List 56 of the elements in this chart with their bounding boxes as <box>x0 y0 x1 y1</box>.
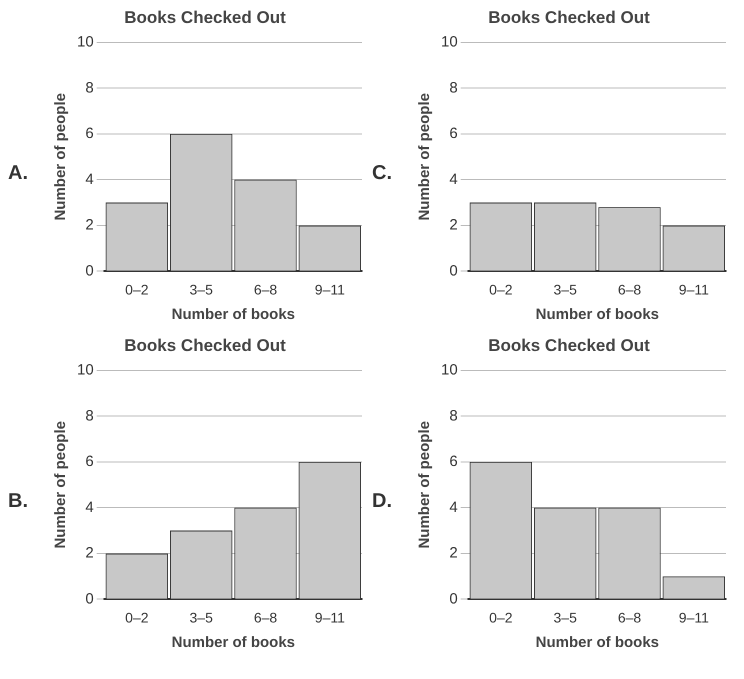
y-tick-label: 8 <box>449 79 458 96</box>
y-tick-label: 8 <box>85 407 94 424</box>
x-tick-label: 3–5 <box>554 609 578 626</box>
y-tick-label: 0 <box>85 590 94 608</box>
x-tick-label: 6–8 <box>618 609 642 626</box>
x-tick-label: 3–5 <box>190 609 214 626</box>
y-tick-label: 6 <box>449 125 458 142</box>
y-tick-label: 2 <box>85 216 94 234</box>
y-tick-label: 4 <box>449 170 458 188</box>
x-tick-label: 0–2 <box>489 281 513 298</box>
y-tick-label: 0 <box>449 590 458 608</box>
chart-title: Books Checked Out <box>124 8 286 27</box>
y-tick-label: 0 <box>449 262 458 280</box>
y-axis-title: Number of people <box>416 421 434 549</box>
x-axis-title: Number of books <box>536 634 660 652</box>
x-tick-label: 0–2 <box>489 609 513 626</box>
y-tick-label: 2 <box>85 544 94 562</box>
y-axis-title: Number of people <box>52 421 70 549</box>
y-tick-label: 0 <box>85 262 94 280</box>
y-tick-label: 10 <box>440 362 458 379</box>
x-tick-label: 6–8 <box>254 281 278 298</box>
y-tick-label: 6 <box>85 125 94 142</box>
x-tick-label: 0–2 <box>125 281 149 298</box>
text: C. <box>372 162 392 184</box>
y-tick-label: 8 <box>449 407 458 424</box>
y-tick-label: 8 <box>85 79 94 96</box>
y-tick-label: 4 <box>449 498 458 516</box>
x-axis-title: Number of books <box>172 634 296 652</box>
x-tick-label: 9–11 <box>314 281 346 298</box>
text: A. <box>8 162 28 184</box>
y-tick-label: 10 <box>440 34 458 51</box>
y-tick-label: 2 <box>449 544 458 562</box>
y-tick-label: 4 <box>85 498 94 516</box>
y-axis-title: Number of people <box>416 93 434 221</box>
chart-title: Books Checked Out <box>488 336 650 355</box>
y-tick-label: 4 <box>85 170 94 188</box>
chart-title: Books Checked Out <box>124 336 286 355</box>
x-axis-title: Number of books <box>172 306 296 324</box>
x-tick-label: 3–5 <box>190 281 214 298</box>
y-tick-label: 2 <box>449 216 458 234</box>
y-tick-label: 10 <box>76 362 94 379</box>
text: D. <box>372 490 392 512</box>
y-axis-title: Number of people <box>52 93 70 221</box>
x-tick-label: 3–5 <box>554 281 578 298</box>
y-tick-label: 6 <box>449 453 458 470</box>
x-tick-label: 0–2 <box>125 609 149 626</box>
x-tick-label: 9–11 <box>678 281 710 298</box>
y-tick-label: 10 <box>76 34 94 51</box>
text: B. <box>8 490 28 512</box>
chart-title: Books Checked Out <box>488 8 650 27</box>
x-tick-label: 6–8 <box>254 609 278 626</box>
x-tick-label: 6–8 <box>618 281 642 298</box>
x-axis-title: Number of books <box>536 306 660 324</box>
x-tick-label: 9–11 <box>314 609 346 626</box>
y-tick-label: 6 <box>85 453 94 470</box>
x-tick-label: 9–11 <box>678 609 710 626</box>
